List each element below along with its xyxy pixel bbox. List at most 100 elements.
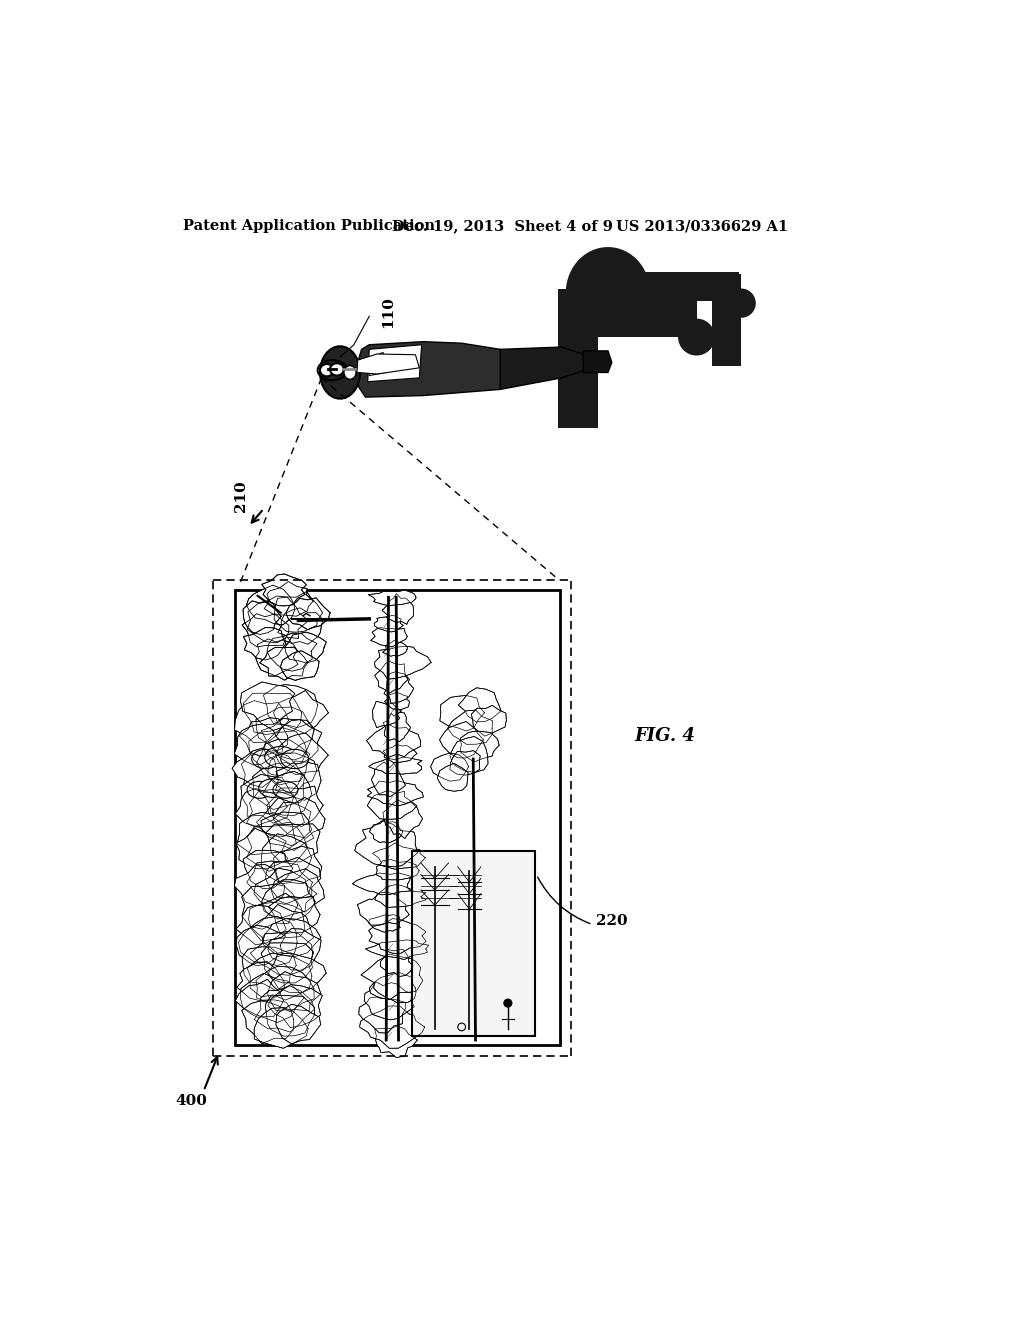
Polygon shape bbox=[460, 731, 499, 762]
Polygon shape bbox=[439, 722, 483, 758]
Polygon shape bbox=[382, 594, 414, 624]
Polygon shape bbox=[267, 634, 317, 671]
Polygon shape bbox=[241, 682, 295, 725]
Bar bbox=[581, 272, 739, 301]
Bar bbox=[412, 851, 535, 1036]
Ellipse shape bbox=[273, 781, 298, 799]
Polygon shape bbox=[365, 982, 415, 1020]
Ellipse shape bbox=[344, 366, 356, 379]
Polygon shape bbox=[285, 632, 327, 663]
Polygon shape bbox=[241, 973, 304, 1023]
Polygon shape bbox=[383, 800, 423, 838]
Polygon shape bbox=[286, 598, 330, 630]
Polygon shape bbox=[440, 696, 484, 731]
Polygon shape bbox=[374, 615, 403, 632]
Polygon shape bbox=[375, 1026, 418, 1057]
Ellipse shape bbox=[281, 750, 309, 768]
Polygon shape bbox=[247, 585, 295, 624]
Polygon shape bbox=[471, 705, 506, 737]
Polygon shape bbox=[584, 351, 611, 372]
Polygon shape bbox=[268, 985, 323, 1028]
Polygon shape bbox=[241, 775, 294, 824]
Polygon shape bbox=[256, 639, 298, 676]
Text: Dec. 19, 2013  Sheet 4 of 9: Dec. 19, 2013 Sheet 4 of 9 bbox=[392, 219, 613, 234]
Polygon shape bbox=[234, 723, 283, 764]
Polygon shape bbox=[256, 708, 314, 754]
Text: FIG. 4: FIG. 4 bbox=[635, 727, 695, 744]
Text: Patent Application Publication: Patent Application Publication bbox=[183, 219, 435, 234]
Polygon shape bbox=[244, 627, 286, 660]
Polygon shape bbox=[459, 688, 501, 722]
Polygon shape bbox=[243, 850, 293, 888]
Polygon shape bbox=[368, 352, 386, 376]
Polygon shape bbox=[369, 758, 422, 774]
Polygon shape bbox=[359, 1006, 425, 1048]
Polygon shape bbox=[373, 843, 425, 869]
Polygon shape bbox=[271, 869, 325, 912]
Polygon shape bbox=[242, 999, 294, 1044]
Polygon shape bbox=[249, 894, 305, 941]
Polygon shape bbox=[354, 821, 418, 867]
Polygon shape bbox=[368, 345, 422, 381]
Polygon shape bbox=[373, 701, 401, 727]
Polygon shape bbox=[273, 797, 325, 838]
Polygon shape bbox=[244, 693, 302, 734]
Text: 400: 400 bbox=[175, 1094, 207, 1107]
Polygon shape bbox=[242, 946, 296, 991]
Polygon shape bbox=[250, 932, 312, 975]
Ellipse shape bbox=[247, 781, 272, 799]
Polygon shape bbox=[254, 869, 316, 919]
Polygon shape bbox=[273, 690, 329, 734]
Polygon shape bbox=[262, 771, 311, 816]
Text: 110: 110 bbox=[381, 297, 395, 329]
Polygon shape bbox=[247, 825, 307, 871]
Polygon shape bbox=[234, 701, 289, 743]
Polygon shape bbox=[262, 919, 321, 957]
Polygon shape bbox=[450, 751, 480, 775]
Polygon shape bbox=[239, 916, 297, 965]
Polygon shape bbox=[257, 797, 312, 846]
Polygon shape bbox=[370, 820, 402, 843]
Polygon shape bbox=[268, 719, 322, 764]
Polygon shape bbox=[281, 651, 319, 680]
Polygon shape bbox=[380, 949, 413, 977]
Polygon shape bbox=[267, 785, 324, 826]
Polygon shape bbox=[375, 884, 426, 908]
Polygon shape bbox=[357, 342, 523, 397]
Polygon shape bbox=[370, 973, 416, 1003]
Polygon shape bbox=[249, 727, 307, 776]
Polygon shape bbox=[264, 582, 313, 616]
Polygon shape bbox=[369, 915, 400, 932]
Polygon shape bbox=[371, 627, 408, 647]
Text: 210: 210 bbox=[233, 479, 248, 512]
Polygon shape bbox=[236, 829, 288, 869]
Polygon shape bbox=[247, 953, 312, 1001]
Polygon shape bbox=[368, 780, 424, 807]
Ellipse shape bbox=[319, 364, 334, 376]
Text: US 2013/0336629 A1: US 2013/0336629 A1 bbox=[615, 219, 787, 234]
Polygon shape bbox=[242, 614, 289, 647]
Polygon shape bbox=[375, 661, 408, 693]
Ellipse shape bbox=[678, 318, 715, 355]
Polygon shape bbox=[243, 601, 282, 635]
Polygon shape bbox=[236, 906, 287, 945]
Polygon shape bbox=[242, 751, 302, 793]
Polygon shape bbox=[232, 748, 278, 788]
Polygon shape bbox=[357, 354, 419, 374]
Polygon shape bbox=[268, 752, 316, 793]
Polygon shape bbox=[234, 865, 285, 906]
Polygon shape bbox=[253, 763, 304, 809]
Polygon shape bbox=[267, 972, 321, 1011]
Polygon shape bbox=[247, 861, 312, 904]
Polygon shape bbox=[383, 640, 408, 656]
Polygon shape bbox=[240, 718, 288, 756]
Polygon shape bbox=[431, 752, 469, 781]
Polygon shape bbox=[261, 718, 314, 760]
Bar bbox=[712, 275, 741, 367]
Polygon shape bbox=[247, 789, 304, 837]
Polygon shape bbox=[357, 892, 410, 925]
Polygon shape bbox=[500, 347, 585, 389]
Polygon shape bbox=[237, 962, 285, 1002]
Polygon shape bbox=[266, 824, 321, 862]
Ellipse shape bbox=[252, 750, 280, 768]
